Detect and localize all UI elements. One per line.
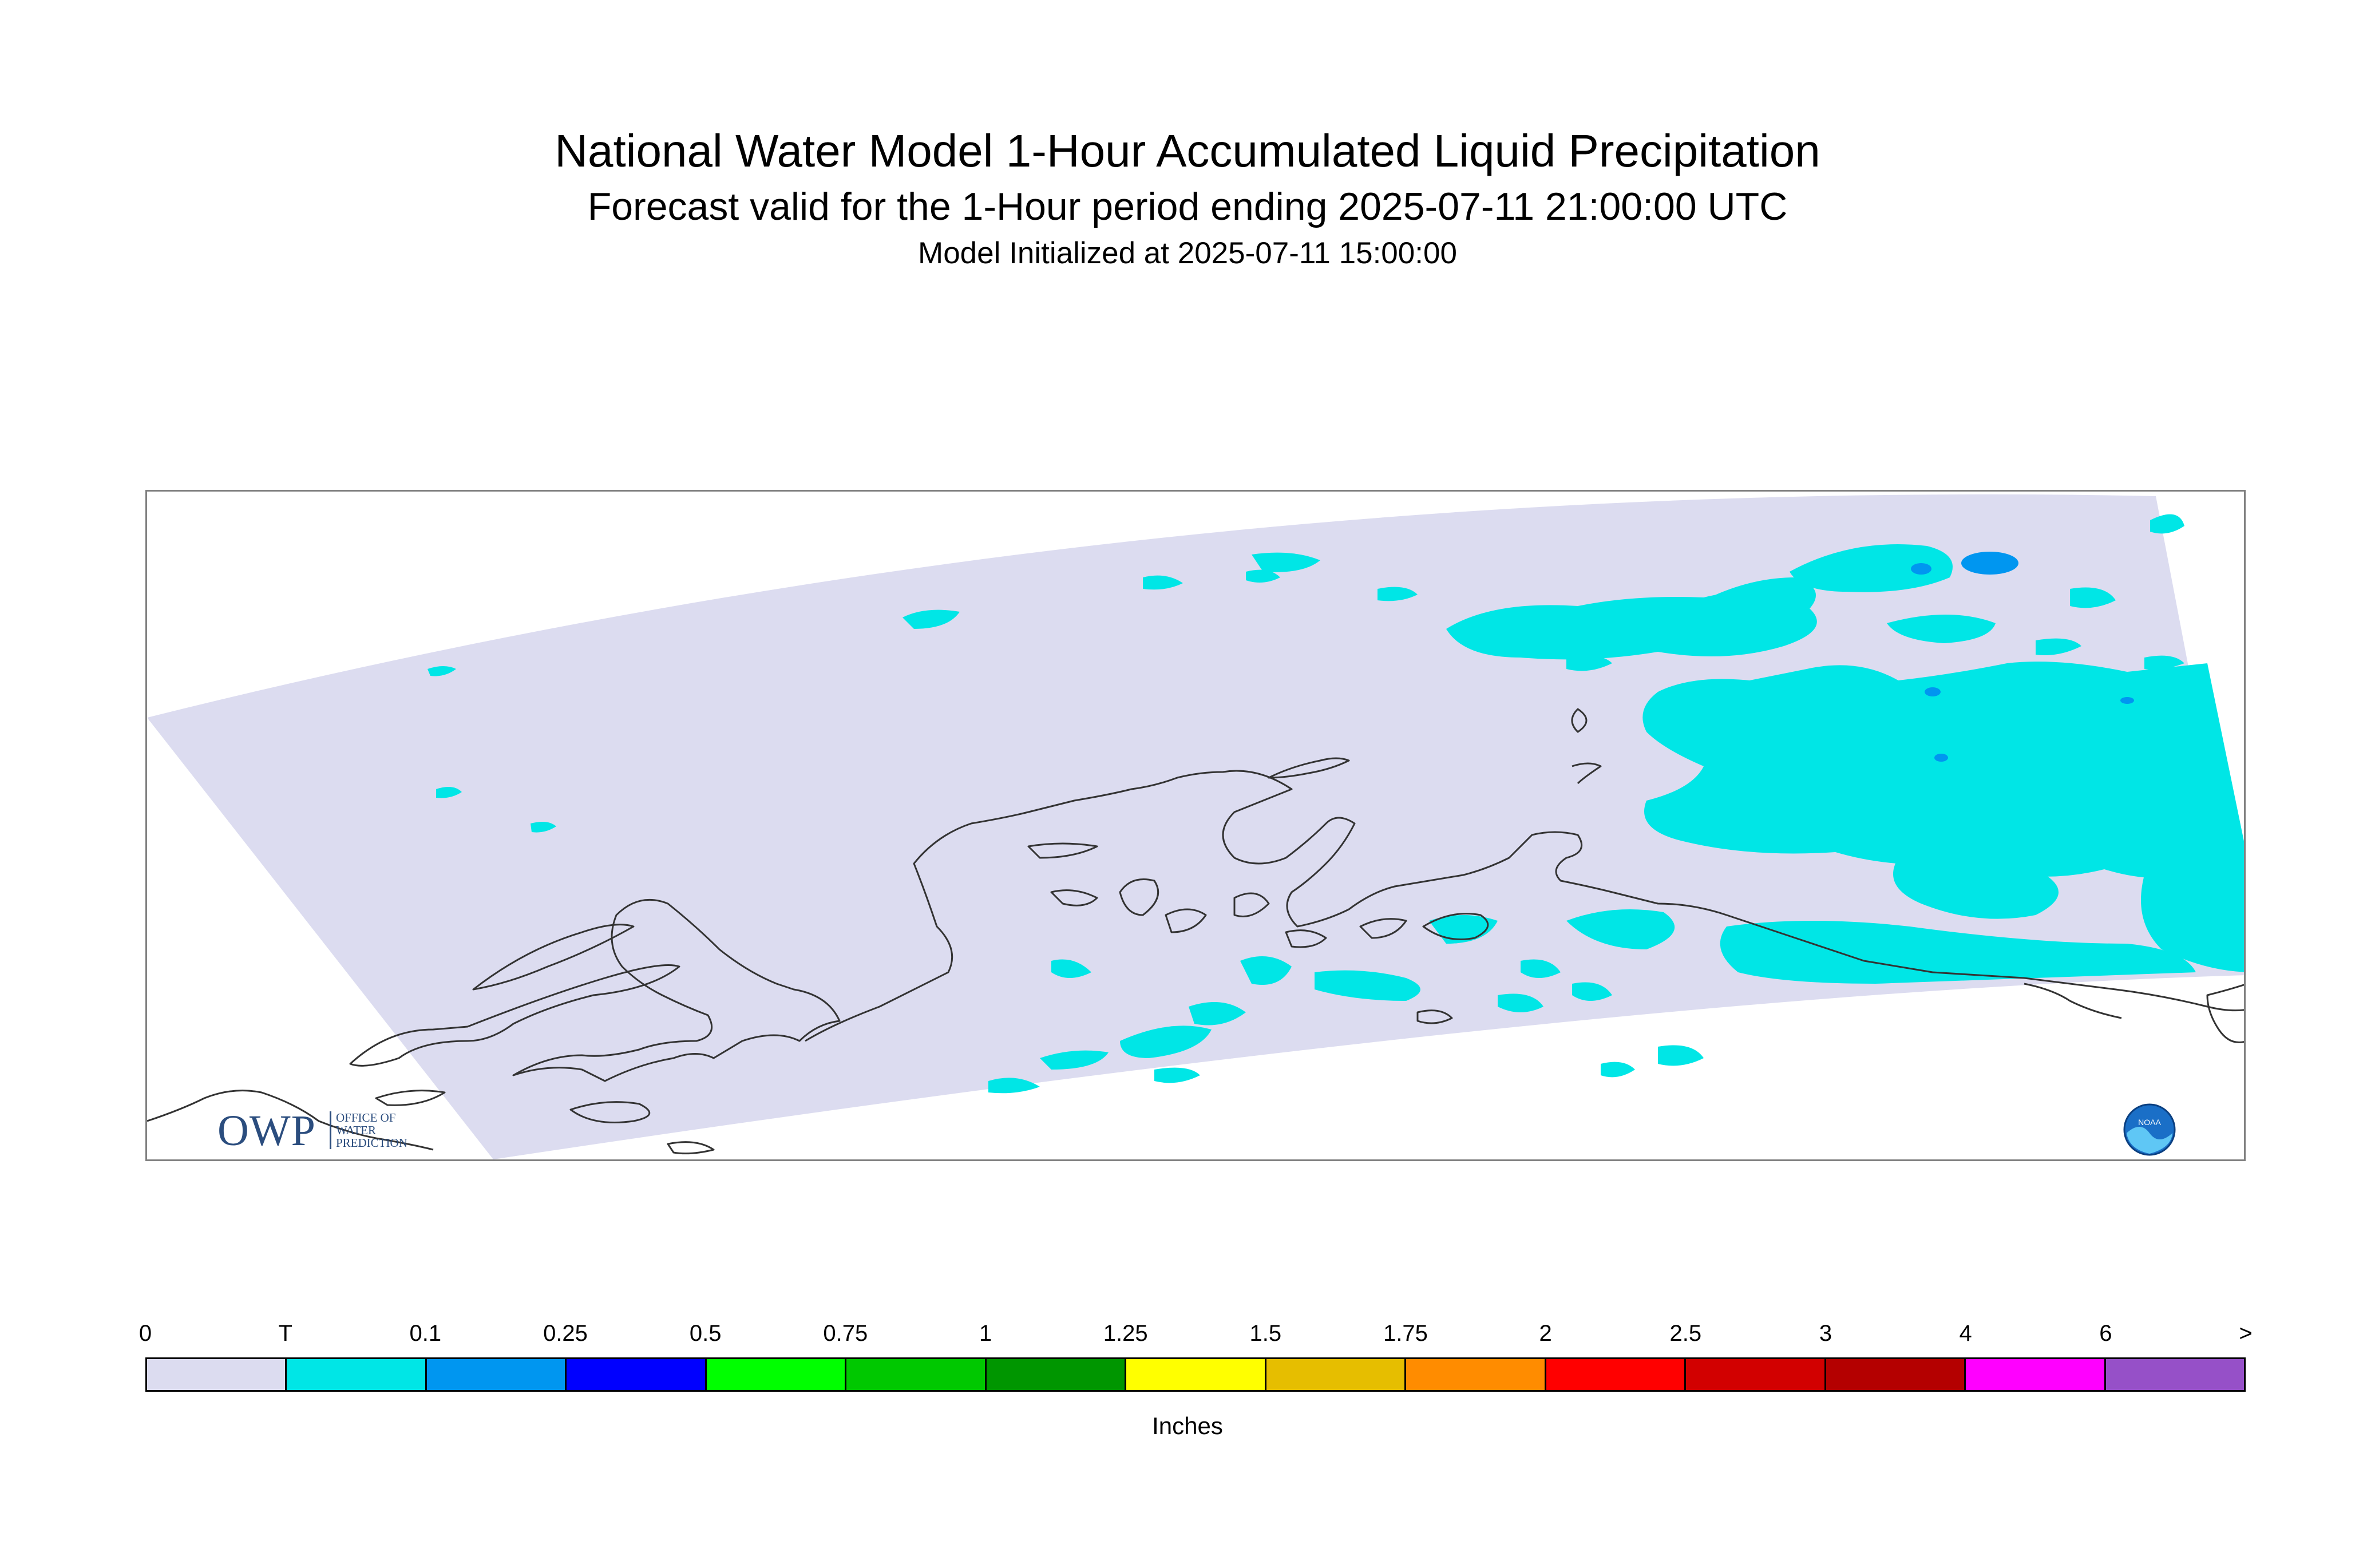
model-init-time: Model Initialized at 2025-07-11 15:00:00 [918, 236, 1457, 270]
colorbar-box-4 [706, 1359, 847, 1390]
colorbar-box-6 [986, 1359, 1127, 1390]
colorbar-label-0: 0 [138, 1321, 152, 1346]
colorbar-label-12: 3 [1819, 1321, 1832, 1346]
colorbar-box-12 [1826, 1359, 1966, 1390]
colorbar-label-4: 0.5 [689, 1321, 722, 1346]
colorbar-box-2 [426, 1359, 567, 1390]
map-title: National Water Model 1-Hour Accumulated … [555, 125, 1820, 176]
colorbar-label-9: 1.75 [1383, 1321, 1428, 1346]
colorbar-label-10: 2 [1539, 1321, 1552, 1346]
colorbar-labels: 0 T 0.1 0.25 0.5 0.75 1 1.25 1.5 1.75 2 2.5 3 4 6 > [139, 1321, 2253, 1349]
owp-logo-letters: OWP [217, 1107, 316, 1155]
colorbar-box-13 [1966, 1359, 2106, 1390]
owp-logo-tagline: OFFICE OF WATER PREDICTION [330, 1111, 422, 1149]
coastlines [147, 708, 2244, 1155]
colorbar-label-1: T [278, 1321, 292, 1346]
colorbar-box-5 [846, 1359, 987, 1390]
colorbar-label-14: 6 [2099, 1321, 2112, 1346]
owp-tag-line-3: PREDICTION [336, 1136, 407, 1150]
colorbar-label-11: 2.5 [1669, 1321, 1702, 1346]
colorbar-label-6: 1 [979, 1321, 992, 1346]
colorbar [145, 1357, 2246, 1392]
owp-logo: OWP OFFICE OF WATER PREDICTION [217, 1108, 418, 1154]
colorbar-box-7 [1126, 1359, 1266, 1390]
colorbar-label-7: 1.25 [1103, 1321, 1148, 1346]
owp-tag-line-1: OFFICE OF [336, 1111, 396, 1124]
map-subtitle: Forecast valid for the 1-Hour period end… [587, 185, 1788, 228]
map-panel [145, 490, 2246, 1161]
colorbar-box-11 [1686, 1359, 1826, 1390]
colorbar-label-5: 0.75 [823, 1321, 868, 1346]
colorbar-box-14 [2105, 1359, 2245, 1390]
noaa-logo: NOAA [2123, 1103, 2176, 1156]
colorbar-box-9 [1406, 1359, 1546, 1390]
colorbar-box-8 [1266, 1359, 1407, 1390]
colorbar-label-13: 4 [1959, 1321, 1972, 1346]
colorbar-box-1 [287, 1359, 427, 1390]
light-precipitation-spots [1911, 552, 2134, 762]
colorbar-box-3 [567, 1359, 707, 1390]
owp-tag-line-2: WATER [336, 1123, 376, 1137]
colorbar-label-3: 0.25 [543, 1321, 588, 1346]
model-domain [147, 494, 2244, 1159]
colorbar-label-8: 1.5 [1249, 1321, 1282, 1346]
colorbar-box-10 [1546, 1359, 1687, 1390]
colorbar-label-15: > [2239, 1321, 2253, 1346]
precipitation-map [147, 494, 2244, 1159]
precipitation-areas [428, 514, 2244, 1094]
colorbar-units: Inches [1152, 1412, 1223, 1439]
colorbar-label-2: 0.1 [409, 1321, 442, 1346]
noaa-logo-text: NOAA [2138, 1118, 2161, 1127]
colorbar-box-0 [147, 1359, 287, 1390]
